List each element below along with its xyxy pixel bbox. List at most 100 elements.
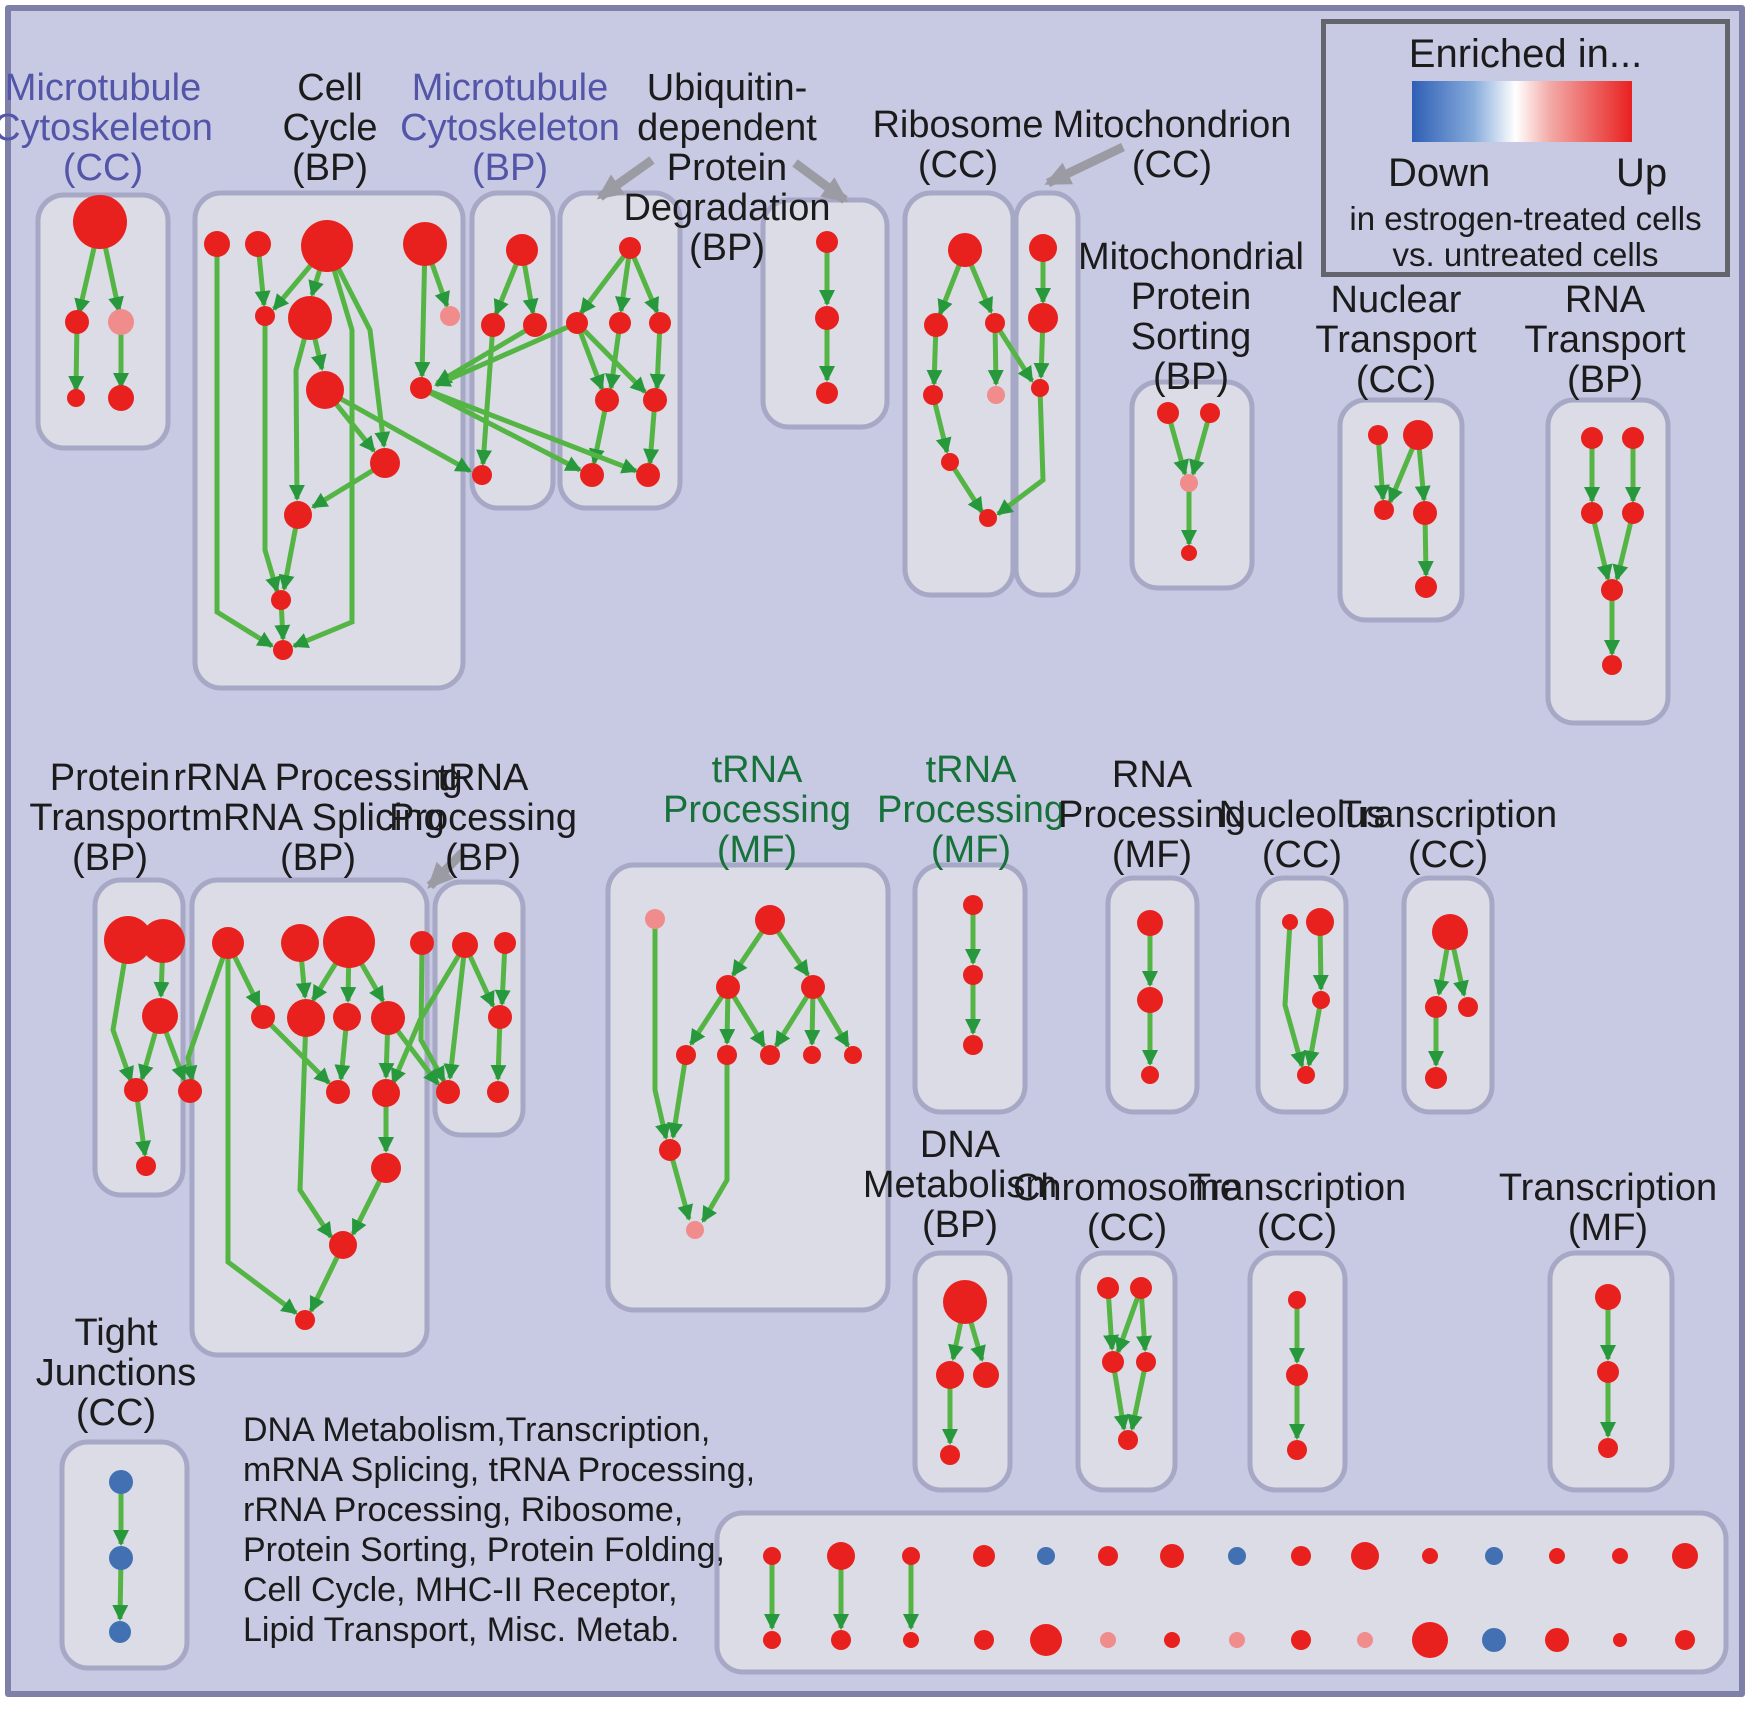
footnote-line: DNA Metabolism,Transcription,: [243, 1411, 711, 1449]
go-term-node: [1180, 474, 1198, 492]
edge-arrow: [1115, 1287, 1144, 1354]
go-term-node: [1581, 502, 1603, 524]
go-term-node: [109, 1470, 133, 1494]
go-term-node: [763, 1547, 781, 1565]
go-term-node: [1622, 502, 1644, 524]
footnote-line: mRNA Splicing, tRNA Processing,: [243, 1451, 756, 1489]
go-term-node: [831, 1630, 851, 1650]
go-term-node: [973, 1362, 999, 1388]
go-term-node: [1037, 1547, 1055, 1565]
go-term-node: [941, 453, 959, 471]
legend-up-label: Up: [1616, 151, 1668, 195]
edge-arrow: [947, 460, 985, 514]
go-term-node: [410, 931, 434, 955]
label-pointer-arrow: [792, 159, 849, 204]
go-term-node: [306, 371, 344, 409]
go-term-node: [816, 382, 838, 404]
go-term-node: [1306, 908, 1334, 936]
go-term-node: [580, 463, 604, 487]
legend-subtitle-line1: in estrogen-treated cells: [1349, 200, 1702, 237]
go-term-node: [903, 1632, 919, 1648]
cluster-box-rna-transport-bp: [1545, 397, 1671, 726]
edge-arrow: [575, 321, 647, 394]
go-term-node: [1164, 1632, 1180, 1648]
go-term-node: [1287, 1440, 1307, 1460]
go-term-node: [301, 220, 353, 272]
go-term-node: [1612, 1548, 1628, 1564]
go-term-node: [1601, 579, 1623, 601]
go-term-node: [943, 1280, 987, 1324]
legend-title: Enriched in...: [1408, 32, 1643, 76]
go-term-node: [440, 306, 460, 326]
go-term-node: [985, 313, 1005, 333]
edge-arrow: [627, 247, 660, 314]
cluster-box-summary-strip: [714, 1510, 1729, 1675]
go-term-node: [815, 306, 839, 330]
go-term-node: [1160, 1544, 1184, 1568]
go-term-node: [1613, 1633, 1627, 1647]
go-term-node: [1549, 1548, 1565, 1564]
edge-arrow: [292, 245, 355, 649]
go-term-node: [1422, 1548, 1438, 1564]
go-term-node: [963, 1035, 983, 1055]
go-term-node: [963, 965, 983, 985]
edge-arrow: [992, 321, 1035, 383]
go-term-node: [1672, 1543, 1698, 1569]
edge-arrow: [1303, 999, 1324, 1067]
edge-arrow: [700, 1055, 730, 1223]
edge-arrow: [1110, 1361, 1130, 1431]
go-term-node: [136, 1156, 156, 1176]
go-term-node: [506, 234, 538, 266]
go-term-node: [755, 905, 785, 935]
edge-arrow: [262, 316, 281, 593]
go-term-node: [1136, 1352, 1156, 1372]
go-term-node: [295, 1310, 315, 1330]
cluster-box-trna-processing-mf-1: [605, 862, 891, 1313]
go-term-node: [1595, 1284, 1621, 1310]
go-term-node: [104, 916, 152, 964]
cluster-box-trna-processing-mf-2: [912, 862, 1028, 1115]
go-term-node: [595, 388, 619, 412]
go-term-node: [1425, 1067, 1447, 1089]
go-term-node: [1102, 1351, 1124, 1373]
go-term-node: [645, 909, 665, 929]
go-term-node: [1675, 1630, 1695, 1650]
edge-arrow: [181, 942, 231, 1082]
edge-arrow: [1612, 512, 1636, 581]
go-term-node: [1141, 1066, 1159, 1084]
go-term-node: [273, 640, 293, 660]
go-term-node: [109, 1621, 131, 1643]
go-term-node: [979, 509, 997, 527]
go-term-node: [760, 1045, 780, 1065]
go-term-node: [1413, 501, 1437, 525]
go-term-node: [1157, 402, 1179, 424]
go-term-node: [936, 1361, 964, 1389]
go-term-node: [284, 501, 312, 529]
edge-arrow: [1373, 434, 1390, 501]
go-term-node: [212, 927, 244, 959]
edge-arrow: [324, 244, 391, 448]
go-term-node: [472, 465, 492, 485]
go-term-node: [1200, 403, 1220, 423]
go-term-node: [333, 1003, 361, 1031]
legend-box: Enriched in... Down Up in estrogen-treat…: [1321, 19, 1730, 277]
go-term-node: [108, 309, 134, 335]
label-pointer-arrow: [596, 156, 655, 201]
go-term-node: [1597, 1361, 1619, 1383]
go-term-node: [178, 1079, 202, 1103]
go-term-node: [1415, 576, 1437, 598]
go-term-node: [940, 1445, 960, 1465]
go-term-node: [1622, 427, 1644, 449]
edge-arrow: [390, 943, 468, 1085]
go-term-node: [1357, 1632, 1373, 1648]
go-term-node: [1137, 987, 1163, 1013]
edge-arrow: [1282, 921, 1306, 1068]
legend-down-label: Down: [1388, 151, 1491, 195]
edge-arrow: [214, 244, 274, 649]
go-term-node: [1098, 1546, 1118, 1566]
edge-arrow: [414, 243, 431, 378]
go-term-node: [763, 1631, 781, 1649]
go-term-node: [1029, 234, 1057, 262]
cluster-box-nuclear-transport-cc: [1337, 397, 1465, 623]
edge-arrow: [652, 919, 671, 1140]
